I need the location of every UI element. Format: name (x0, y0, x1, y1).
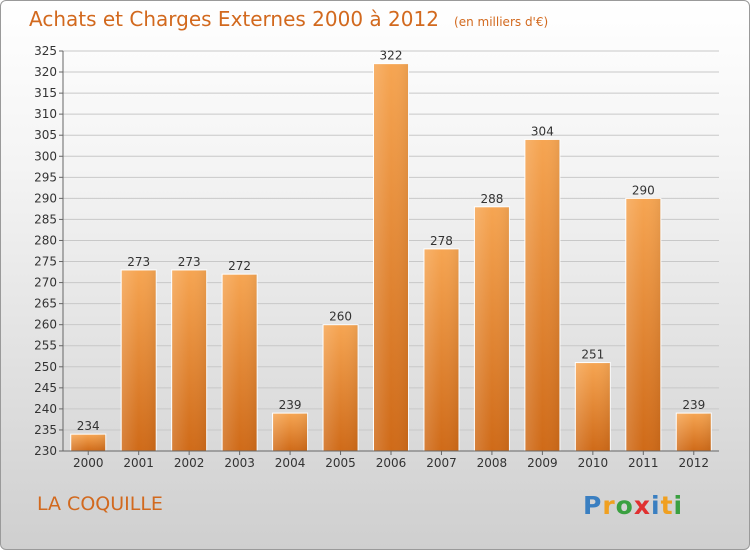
y-tick-label: 320 (34, 65, 57, 79)
bar-shine (625, 198, 661, 451)
x-tick-label: 2003 (224, 456, 255, 470)
bar-value-label: 239 (279, 398, 302, 412)
x-tick-label: 2004 (275, 456, 306, 470)
bar-shine (272, 413, 308, 451)
x-tick-label: 2001 (123, 456, 154, 470)
x-tick-label: 2006 (376, 456, 407, 470)
logo-letter: t (660, 491, 674, 520)
y-tick-label: 295 (34, 170, 57, 184)
y-tick-label: 260 (34, 318, 57, 332)
logo-letter: o (615, 491, 634, 520)
logo-letter: x (633, 491, 651, 520)
logo-letter: r (602, 491, 616, 520)
bar-shine (222, 274, 258, 451)
bar-value-label: 278 (430, 234, 453, 248)
y-axis: 230 235 240 245 250 255 260 265 270 275 280 285 290 2… (34, 44, 64, 458)
bar-shine (575, 362, 611, 451)
y-tick-label: 325 (34, 44, 57, 58)
bar-shine (70, 434, 106, 451)
x-tick-label: 2010 (578, 456, 609, 470)
bar-value-label: 272 (228, 259, 251, 273)
logo-letter: P (583, 491, 603, 520)
proxiti-logo: Proxiti (583, 491, 683, 520)
bar-shine (171, 269, 207, 451)
x-tick-label: 2002 (174, 456, 205, 470)
y-tick-label: 250 (34, 360, 57, 374)
bar-shine (423, 248, 459, 451)
y-tick-label: 300 (34, 149, 57, 163)
x-tick-label: 2007 (426, 456, 457, 470)
title-main: Achats et Charges Externes 2000 à 2012 (29, 7, 439, 31)
bar-value-label: 234 (77, 419, 100, 433)
y-tick-label: 310 (34, 107, 57, 121)
bar-shine (323, 324, 359, 451)
bar-shine (373, 63, 409, 451)
y-tick-label: 240 (34, 402, 57, 416)
bar-value-label: 273 (127, 255, 150, 269)
logo-letter: i (673, 491, 684, 520)
y-tick-label: 290 (34, 191, 57, 205)
bar-shine (676, 413, 712, 451)
y-tick-label: 255 (34, 339, 57, 353)
y-tick-label: 270 (34, 276, 57, 290)
bar-value-label: 290 (632, 183, 655, 197)
y-tick-label: 265 (34, 297, 57, 311)
bar-shine (524, 139, 560, 451)
bar-shine (474, 206, 510, 451)
title-unit: (en milliers d'€) (454, 15, 549, 29)
bar-shine (121, 269, 157, 451)
logo-letter: i (651, 491, 661, 520)
chart-title: Achats et Charges Externes 2000 à 2012 (… (29, 7, 548, 31)
y-tick-label: 280 (34, 233, 57, 247)
x-tick-label: 2005 (325, 456, 356, 470)
x-tick-label: 2012 (678, 456, 709, 470)
x-tick-label: 2009 (527, 456, 558, 470)
x-axis: 2000 2001 2002 2003 2004 2005 2006 2007 2008 2009… (63, 450, 719, 470)
y-tick-label: 230 (34, 444, 57, 458)
y-tick-label: 245 (34, 381, 57, 395)
x-tick-label: 2000 (73, 456, 104, 470)
y-tick-label: 305 (34, 128, 57, 142)
bars: 234 273 273 272 239 260 322 278 288 304 251 290 239 (70, 49, 712, 452)
commune-name: LA COQUILLE (37, 493, 163, 515)
bar-value-label: 251 (581, 348, 604, 362)
bar-value-label: 260 (329, 310, 352, 324)
bar-value-label: 273 (178, 255, 201, 269)
y-tick-label: 315 (34, 86, 57, 100)
y-tick-label: 285 (34, 212, 57, 226)
bar-value-label: 304 (531, 124, 554, 138)
x-tick-label: 2011 (628, 456, 659, 470)
bar-value-label: 239 (682, 398, 705, 412)
y-tick-label: 235 (34, 423, 57, 437)
bar-value-label: 322 (380, 49, 403, 63)
bar-value-label: 288 (480, 192, 503, 206)
y-tick-label: 275 (34, 255, 57, 269)
x-tick-label: 2008 (477, 456, 508, 470)
